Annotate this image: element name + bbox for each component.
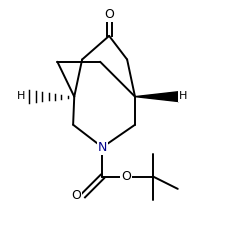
Polygon shape <box>135 92 179 101</box>
Text: O: O <box>104 8 114 21</box>
Text: N: N <box>98 141 107 154</box>
Text: O: O <box>121 170 131 183</box>
Text: H: H <box>179 91 188 101</box>
Text: H: H <box>17 91 26 101</box>
Text: O: O <box>72 189 81 202</box>
